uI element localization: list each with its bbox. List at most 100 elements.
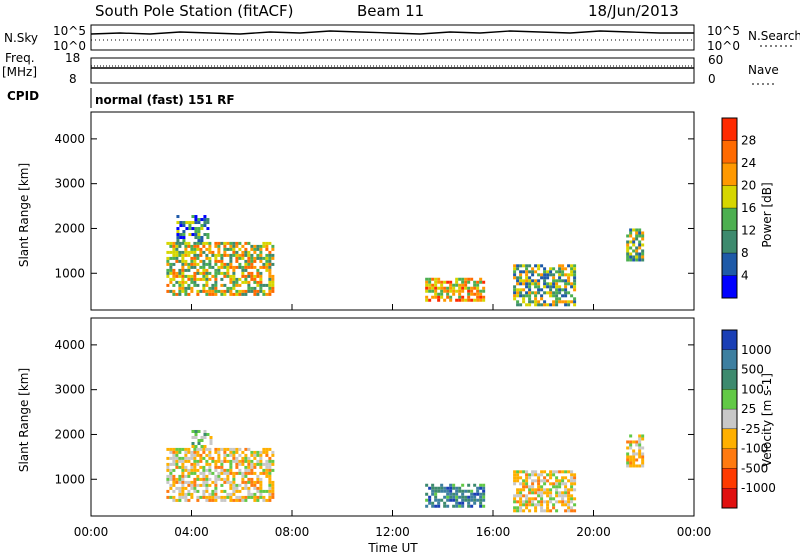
velocity-cell <box>641 461 645 465</box>
power-cell <box>205 274 209 278</box>
power-cell <box>211 265 215 269</box>
velocity-cell <box>561 470 565 474</box>
velocity-cell <box>525 476 529 480</box>
power-cell <box>476 289 480 293</box>
power-cell <box>464 286 468 290</box>
velocity-cell <box>194 435 198 439</box>
power-cell <box>561 264 565 268</box>
velocity-cell <box>479 504 483 508</box>
velocity-cell <box>431 492 435 496</box>
velocity-cell <box>425 492 429 496</box>
power-cell <box>181 289 185 293</box>
velocity-cell <box>211 456 215 460</box>
power-cell <box>522 264 526 268</box>
velocity-cell <box>561 494 565 498</box>
power-cell <box>431 277 435 281</box>
velocity-cell <box>259 480 263 484</box>
power-cell <box>190 247 194 251</box>
velocity-colorbar-swatch <box>721 428 738 449</box>
power-cell <box>552 276 556 280</box>
velocity-cell <box>431 504 435 508</box>
velocity-colorbar-swatch <box>721 369 738 390</box>
power-cell <box>202 283 206 287</box>
power-cell <box>250 247 254 251</box>
power-cell <box>241 292 245 296</box>
velocity-cell <box>573 476 577 480</box>
velocity-cell <box>193 456 197 460</box>
power-cell <box>253 247 257 251</box>
velocity-cell <box>558 491 562 495</box>
power-cell <box>203 215 207 219</box>
power-cell <box>229 265 233 269</box>
power-cell <box>638 246 642 250</box>
power-cell <box>543 300 547 304</box>
power-cell <box>558 279 562 283</box>
nsky-trace <box>90 30 694 35</box>
power-cell <box>178 274 182 278</box>
power-cell <box>232 265 236 269</box>
velocity-cell <box>187 456 191 460</box>
velocity-cell <box>181 459 185 463</box>
power-cell <box>238 292 242 296</box>
power-cell <box>208 250 212 254</box>
power-cell <box>522 288 526 292</box>
nsky-tick-top: 10^5 <box>53 24 86 38</box>
power-cell <box>244 241 248 245</box>
power-cell <box>522 279 526 283</box>
velocity-cell <box>546 503 550 507</box>
velocity-cell <box>199 459 203 463</box>
power-cell <box>549 294 553 298</box>
velocity-cell <box>181 471 185 475</box>
velocity-cell <box>626 458 630 462</box>
velocity-cell <box>187 468 191 472</box>
velocity-cell <box>570 470 574 474</box>
velocity-cell <box>226 468 230 472</box>
velocity-cell <box>256 450 260 454</box>
velocity-cell <box>259 483 263 487</box>
velocity-cell <box>513 500 517 504</box>
velocity-cell <box>513 506 517 510</box>
power-cell <box>175 256 179 260</box>
velocity-cell <box>202 450 206 454</box>
velocity-cell <box>187 480 191 484</box>
velocity-cell <box>552 506 556 510</box>
velocity-cell <box>555 482 559 486</box>
velocity-cell <box>253 483 257 487</box>
power-cell <box>235 292 239 296</box>
velocity-cell <box>473 483 477 487</box>
velocity-cell <box>184 447 188 451</box>
power-cell <box>238 256 242 260</box>
velocity-cell <box>570 476 574 480</box>
velocity-cell <box>573 503 577 507</box>
velocity-cell <box>178 498 182 502</box>
power-cell <box>194 218 198 222</box>
power-cell <box>268 250 272 254</box>
power-cell <box>181 286 185 290</box>
power-cell <box>256 271 260 275</box>
velocity-cell <box>178 450 182 454</box>
velocity-cell <box>256 477 260 481</box>
power-cell <box>217 268 221 272</box>
power-cell <box>549 288 553 292</box>
velocity-cell <box>196 474 200 478</box>
velocity-cell <box>558 494 562 498</box>
velocity-cell <box>229 468 233 472</box>
power-cell <box>638 234 642 238</box>
power-colorbar-frame <box>721 117 738 299</box>
velocity-colorbar-tick-label: -25 <box>741 422 761 436</box>
power-cell <box>206 221 210 225</box>
power-cell <box>214 259 218 263</box>
power-cell <box>528 297 532 301</box>
velocity-cell <box>632 455 636 459</box>
power-cell <box>194 230 198 234</box>
power-cell <box>473 292 477 296</box>
power-cell <box>440 295 444 299</box>
velocity-cell <box>458 495 462 499</box>
power-cell <box>513 273 517 277</box>
power-cell <box>200 227 204 231</box>
power-cell <box>196 247 200 251</box>
power-cell <box>641 258 645 262</box>
velocity-cell <box>449 486 453 490</box>
power-ytick-label: 1000 <box>54 266 85 280</box>
velocity-cell <box>247 459 251 463</box>
